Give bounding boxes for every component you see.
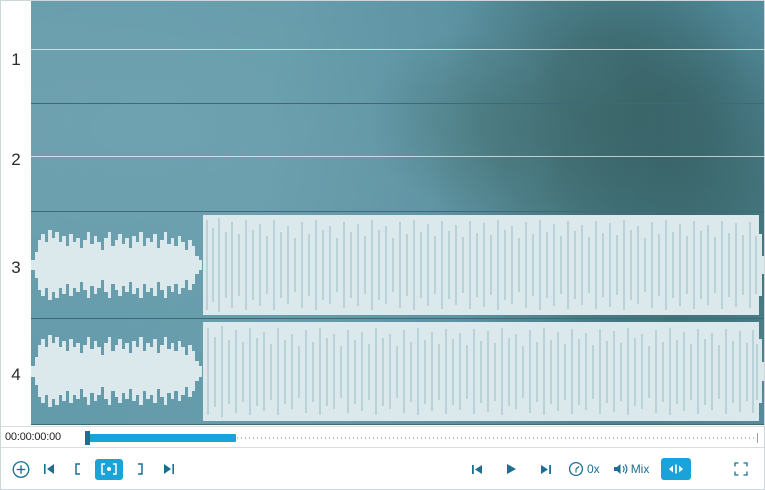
lane-separator-1-2 [31,103,764,104]
waveform-track-4-svg [31,322,764,421]
skip-back-icon [471,464,482,474]
audio-mix-label: Mix [630,462,650,476]
play-icon [507,464,516,474]
track-number-gutter: 1 2 3 4 [1,1,31,425]
go-to-end-button[interactable] [534,458,556,480]
mark-clip-icon [101,463,117,475]
playback-speed-label: 0x [587,462,600,476]
speaker-icon [613,464,628,474]
toolbar-left-group [9,449,179,489]
mark-in-prev-icon [44,464,54,474]
scrub-end-tick [757,433,758,443]
timecode-display[interactable]: 00:00:00:00 [5,431,61,443]
play-button[interactable] [500,458,522,480]
snap-magnet-icon [669,464,684,474]
lane-separator-3-4 [31,318,764,319]
timeline-scrubber-bar[interactable]: 00:00:00:00 [1,426,764,448]
add-marker-button[interactable] [9,457,33,481]
mark-in-button[interactable] [67,458,89,480]
playback-speed-button[interactable]: 0x [568,461,600,477]
playhead-handle[interactable] [85,431,90,445]
bracket-left-icon [75,463,80,475]
track-number-2[interactable]: 2 [11,150,21,169]
mark-out-button[interactable] [129,458,151,480]
lane-gridline-1 [31,49,764,50]
audio-mix-button[interactable]: Mix [612,462,650,476]
speed-gauge-icon [568,461,584,477]
mark-out-next-icon [164,464,174,474]
fullscreen-icon [734,462,748,476]
track-number-4[interactable]: 4 [11,365,21,384]
lane-gridline-2 [31,156,764,157]
mark-clip-button[interactable] [95,458,123,480]
track-number-3[interactable]: 3 [11,258,21,277]
plus-circle-icon [12,460,30,478]
previous-edit-button[interactable] [39,458,61,480]
go-to-start-button[interactable] [466,458,488,480]
waveform-track-4[interactable] [31,319,764,424]
lane-separator-bottom [31,424,764,425]
waveform-track-3-svg [31,215,764,315]
snap-toggle-button[interactable] [661,458,692,480]
transport-toolbar: 0x Mix [1,449,764,489]
waveform-track-3[interactable] [31,212,764,318]
track-number-1[interactable]: 1 [11,50,21,69]
toolbar-right-group [730,449,752,489]
toolbar-center-group: 0x Mix [466,449,692,489]
bracket-right-icon [138,463,143,475]
scrub-progress-fill [85,434,237,442]
next-edit-button[interactable] [157,458,179,480]
lane-separator-2-3 [31,211,764,212]
skip-forward-icon [540,464,551,474]
scrub-track[interactable] [85,431,758,445]
fullscreen-button[interactable] [730,458,752,480]
scrub-track-dots [85,437,758,439]
timeline-track-area[interactable]: 1 2 3 4 [1,1,764,425]
